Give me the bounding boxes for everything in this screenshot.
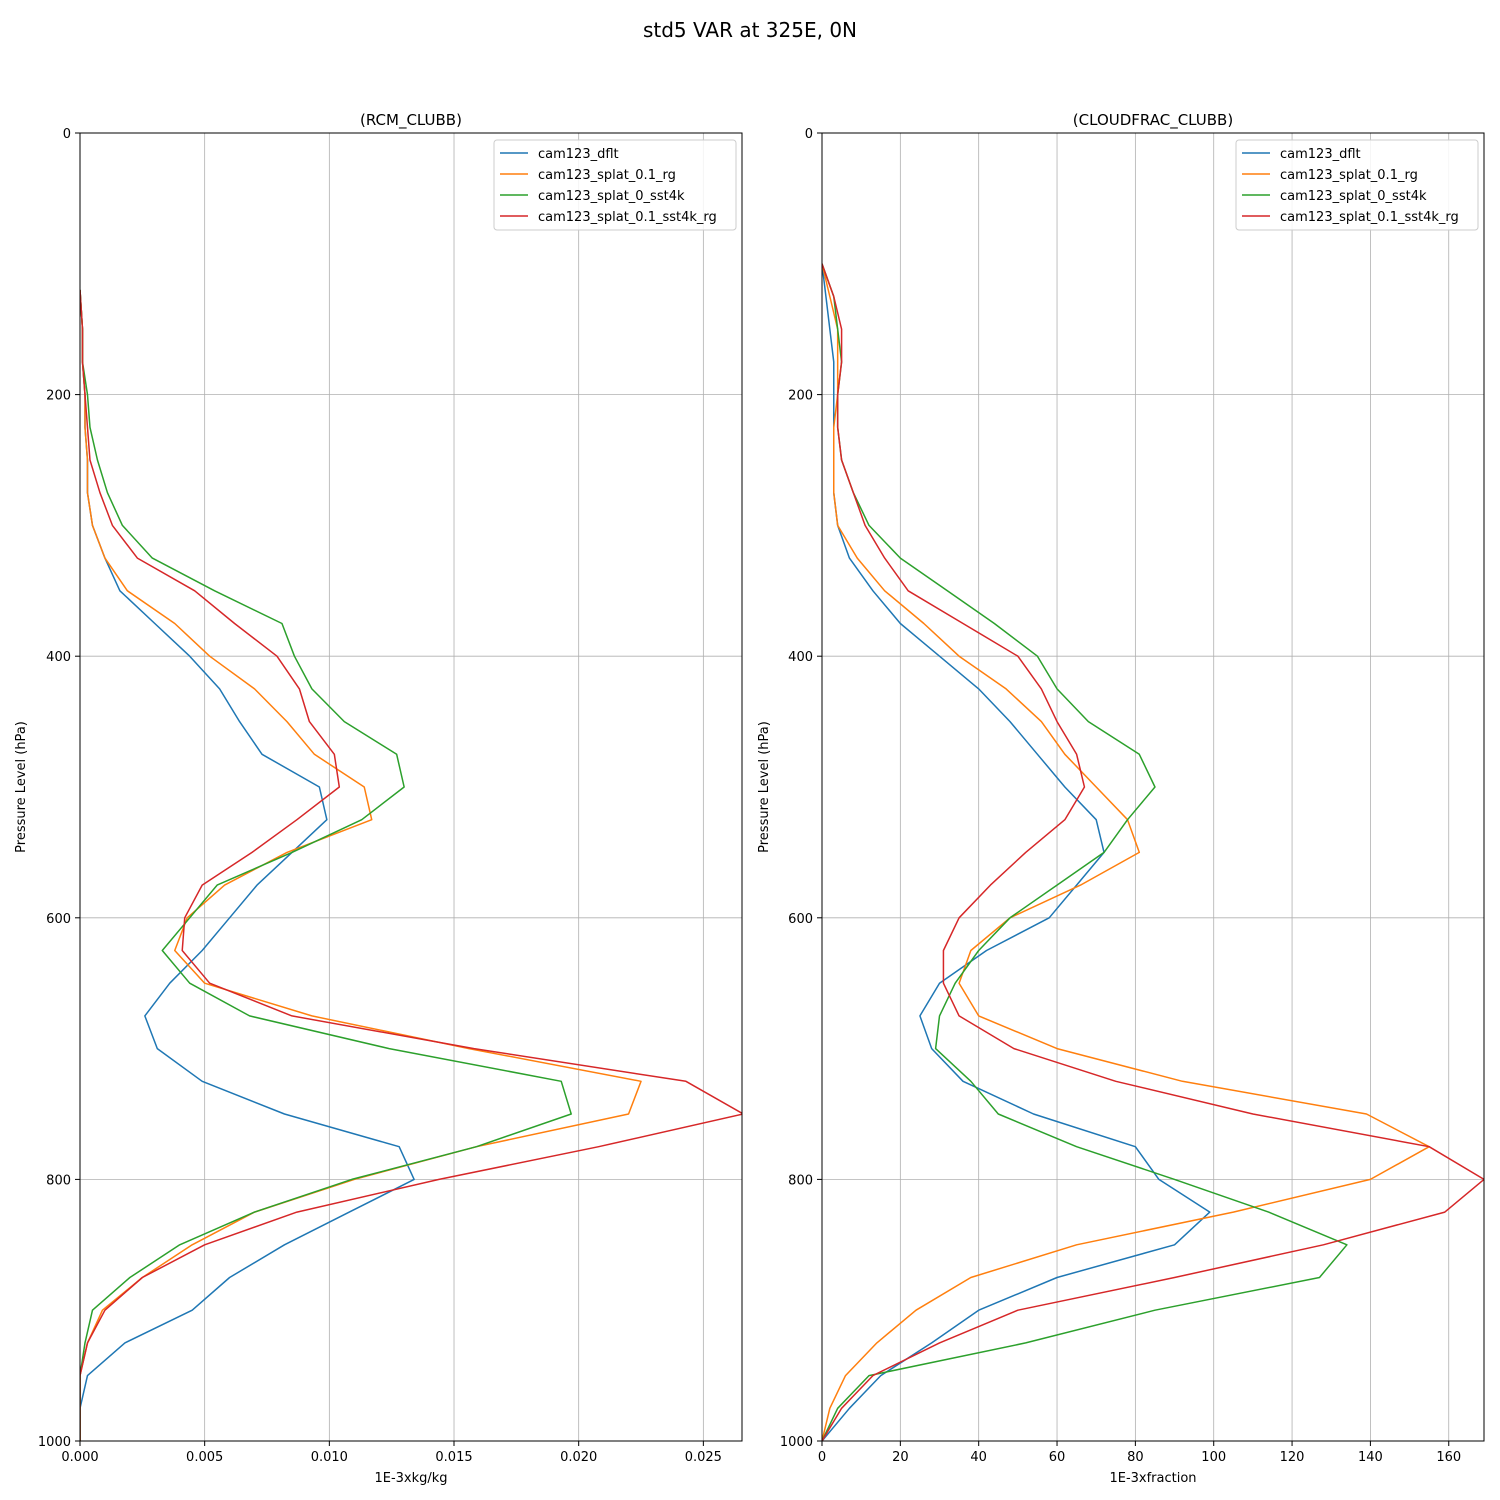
y-tick-label: 1000 — [780, 1435, 813, 1450]
y-axis-label: Pressure Level (hPa) — [757, 721, 772, 853]
x-tick-label: 140 — [1358, 1450, 1383, 1465]
series-group — [822, 263, 1484, 1441]
y-tick-label: 400 — [46, 650, 71, 665]
legend-label: cam123_splat_0.1_rg — [538, 168, 676, 183]
series-line-1 — [822, 263, 1211, 1441]
x-tick-label: 40 — [970, 1450, 987, 1465]
x-tick-label: 160 — [1436, 1450, 1461, 1465]
y-tick-label: 200 — [788, 389, 813, 404]
y-axis-label: Pressure Level (hPa) — [14, 721, 29, 853]
series-line-4 — [822, 263, 1484, 1441]
y-tick-label: 600 — [46, 912, 71, 927]
series-line-1 — [80, 289, 415, 1441]
legend-box — [1235, 139, 1479, 231]
x-tick-label: 0.010 — [311, 1450, 348, 1465]
legend-box — [493, 139, 737, 231]
plot-frame — [79, 132, 743, 1442]
x-tick-label: 0.020 — [560, 1450, 597, 1465]
x-tick-label: 0 — [818, 1450, 826, 1465]
y-tick-label: 800 — [788, 1173, 813, 1188]
panel-title: (CLOUDFRAC_CLUBB) — [1073, 111, 1233, 130]
x-tick-label: 120 — [1280, 1450, 1305, 1465]
y-tick-label: 200 — [46, 389, 71, 404]
legend-label: cam123_splat_0_sst4k — [1280, 189, 1427, 204]
y-tick-label: 800 — [46, 1173, 71, 1188]
legend-label: cam123_dflt — [1280, 147, 1361, 162]
x-tick-label: 80 — [1127, 1450, 1144, 1465]
y-tick-label: 1000 — [38, 1435, 71, 1450]
legend: cam123_dflt cam123_splat_0.1_rg cam123_spl… — [493, 139, 737, 231]
x-axis-label: 1E-3xkg/kg — [374, 1471, 447, 1486]
panel-rcm-clubb: 0.000 0.005 0.010 0.015 0.020 0.025 0 200 400 600… — [14, 111, 743, 1486]
series-group — [80, 289, 742, 1441]
x-tick-label: 0.000 — [61, 1450, 98, 1465]
figure-title: std5 VAR at 325E, 0N — [643, 18, 857, 42]
legend-label: cam123_splat_0.1_rg — [1280, 168, 1418, 183]
panel-cloudfrac-clubb: 0 20 40 60 80 100 120 140 160 0 200 400 600 800 1000 (C… — [757, 111, 1485, 1486]
legend-label: cam123_splat_0.1_sst4k_rg — [538, 210, 717, 225]
panel-title: (RCM_CLUBB) — [360, 111, 462, 130]
x-tick-label: 60 — [1049, 1450, 1066, 1465]
legend-label: cam123_splat_0.1_sst4k_rg — [1280, 210, 1459, 225]
y-tick-label: 400 — [788, 650, 813, 665]
series-line-3 — [80, 289, 572, 1441]
x-tick-label: 0.025 — [685, 1450, 722, 1465]
x-tick-label: 100 — [1201, 1450, 1226, 1465]
x-tick-label: 20 — [892, 1450, 909, 1465]
legend-label: cam123_dflt — [538, 147, 619, 162]
legend: cam123_dflt cam123_splat_0.1_rg cam123_spl… — [1235, 139, 1479, 231]
legend-label: cam123_splat_0_sst4k — [538, 189, 685, 204]
x-tick-label: 0.015 — [435, 1450, 472, 1465]
series-line-4 — [80, 289, 742, 1441]
x-tick-label: 0.005 — [186, 1450, 223, 1465]
x-axis-label: 1E-3xfraction — [1109, 1471, 1196, 1486]
y-tick-label: 600 — [788, 912, 813, 927]
series-line-2 — [822, 263, 1430, 1441]
y-tick-label: 0 — [805, 127, 813, 142]
series-line-2 — [80, 289, 642, 1441]
y-tick-label: 0 — [63, 127, 71, 142]
plot-frame — [821, 132, 1485, 1442]
